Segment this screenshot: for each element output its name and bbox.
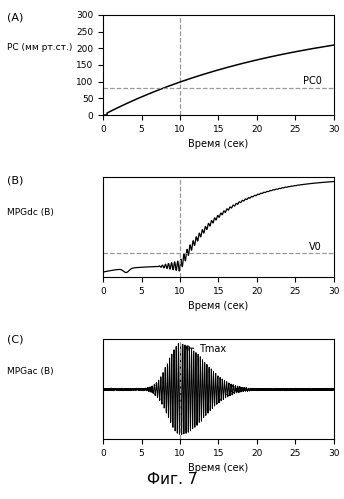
X-axis label: Время (сек): Время (сек)	[188, 139, 249, 149]
Text: Tmax: Tmax	[185, 344, 226, 354]
Text: PC0: PC0	[303, 76, 322, 86]
Text: MPGac (В): MPGac (В)	[7, 367, 54, 376]
X-axis label: Время (сек): Время (сек)	[188, 301, 249, 311]
Text: (B): (B)	[7, 176, 23, 186]
Text: V0: V0	[309, 242, 322, 252]
Text: (C): (C)	[7, 334, 23, 344]
Text: РС (мм рт.ст.): РС (мм рт.ст.)	[7, 43, 72, 52]
Text: (A): (A)	[7, 12, 23, 22]
Text: Фиг. 7: Фиг. 7	[147, 472, 197, 487]
X-axis label: Время (сек): Время (сек)	[188, 464, 249, 474]
Text: MPGdc (В): MPGdc (В)	[7, 208, 54, 217]
